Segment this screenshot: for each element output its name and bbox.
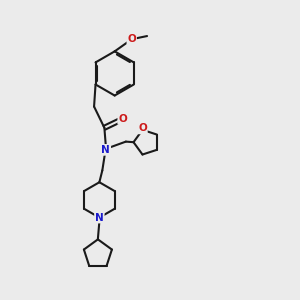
Text: O: O <box>118 114 127 124</box>
Text: N: N <box>95 213 104 223</box>
Text: O: O <box>138 123 147 134</box>
Text: N: N <box>101 145 110 155</box>
Text: O: O <box>128 34 136 44</box>
